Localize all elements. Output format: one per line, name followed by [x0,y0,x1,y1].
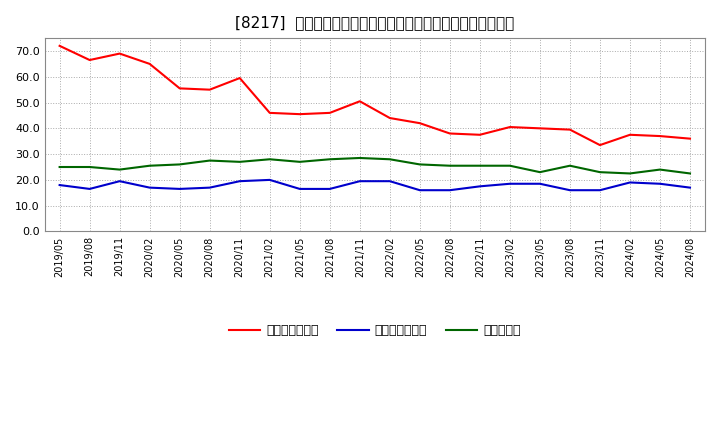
売上債権回転率 [595,143,604,148]
売上債権回転率 [446,131,454,136]
買入債務回転率 [505,181,514,187]
売上債権回転率 [475,132,484,137]
売上債権回転率 [566,127,575,132]
在庫回転率 [55,165,64,170]
買入債務回転率 [656,181,665,187]
在庫回転率 [145,163,154,169]
買入債務回転率 [205,185,214,190]
買入債務回転率 [55,183,64,188]
売上債権回転率 [205,87,214,92]
Line: 在庫回転率: 在庫回転率 [60,158,690,173]
在庫回転率 [626,171,634,176]
売上債権回転率 [656,133,665,139]
買入債務回転率 [266,177,274,183]
売上債権回転率 [385,115,394,121]
買入債務回転率 [595,187,604,193]
買入債務回転率 [176,186,184,191]
在庫回転率 [385,157,394,162]
売上債権回転率 [115,51,124,56]
売上債権回転率 [176,86,184,91]
売上債権回転率 [536,126,544,131]
買入債務回転率 [295,186,304,191]
買入債務回転率 [115,179,124,184]
在庫回転率 [446,163,454,169]
Line: 買入債務回転率: 買入債務回転率 [60,180,690,190]
買入債務回転率 [626,180,634,185]
在庫回転率 [295,159,304,165]
売上債権回転率 [685,136,694,141]
在庫回転率 [115,167,124,172]
在庫回転率 [475,163,484,169]
買入債務回転率 [85,186,94,191]
Title: [8217]  売上債権回転率、買入債務回転率、在庫回転率の推移: [8217] 売上債権回転率、買入債務回転率、在庫回転率の推移 [235,15,514,30]
在庫回転率 [356,155,364,161]
買入債務回転率 [145,185,154,190]
在庫回転率 [656,167,665,172]
売上債権回転率 [295,111,304,117]
買入債務回転率 [685,185,694,190]
Legend: 売上債権回転率, 買入債務回転率, 在庫回転率: 売上債権回転率, 買入債務回転率, 在庫回転率 [223,319,526,342]
在庫回転率 [415,162,424,167]
売上債権回転率 [626,132,634,137]
売上債権回転率 [55,43,64,48]
売上債権回転率 [266,110,274,116]
在庫回転率 [266,157,274,162]
買入債務回転率 [415,187,424,193]
買入債務回転率 [235,179,244,184]
在庫回転率 [205,158,214,163]
在庫回転率 [176,162,184,167]
在庫回転率 [566,163,575,169]
買入債務回転率 [356,179,364,184]
Line: 売上債権回転率: 売上債権回転率 [60,46,690,145]
売上債権回転率 [235,75,244,81]
在庫回転率 [85,165,94,170]
売上債権回転率 [325,110,334,116]
在庫回転率 [505,163,514,169]
買入債務回転率 [446,187,454,193]
売上債権回転率 [415,121,424,126]
在庫回転率 [685,171,694,176]
買入債務回転率 [475,184,484,189]
売上債権回転率 [145,61,154,66]
在庫回転率 [536,169,544,175]
在庫回転率 [235,159,244,165]
売上債権回転率 [356,99,364,104]
買入債務回転率 [566,187,575,193]
在庫回転率 [325,157,334,162]
買入債務回転率 [325,186,334,191]
買入債務回転率 [536,181,544,187]
売上債権回転率 [505,125,514,130]
売上債権回転率 [85,57,94,62]
在庫回転率 [595,169,604,175]
買入債務回転率 [385,179,394,184]
